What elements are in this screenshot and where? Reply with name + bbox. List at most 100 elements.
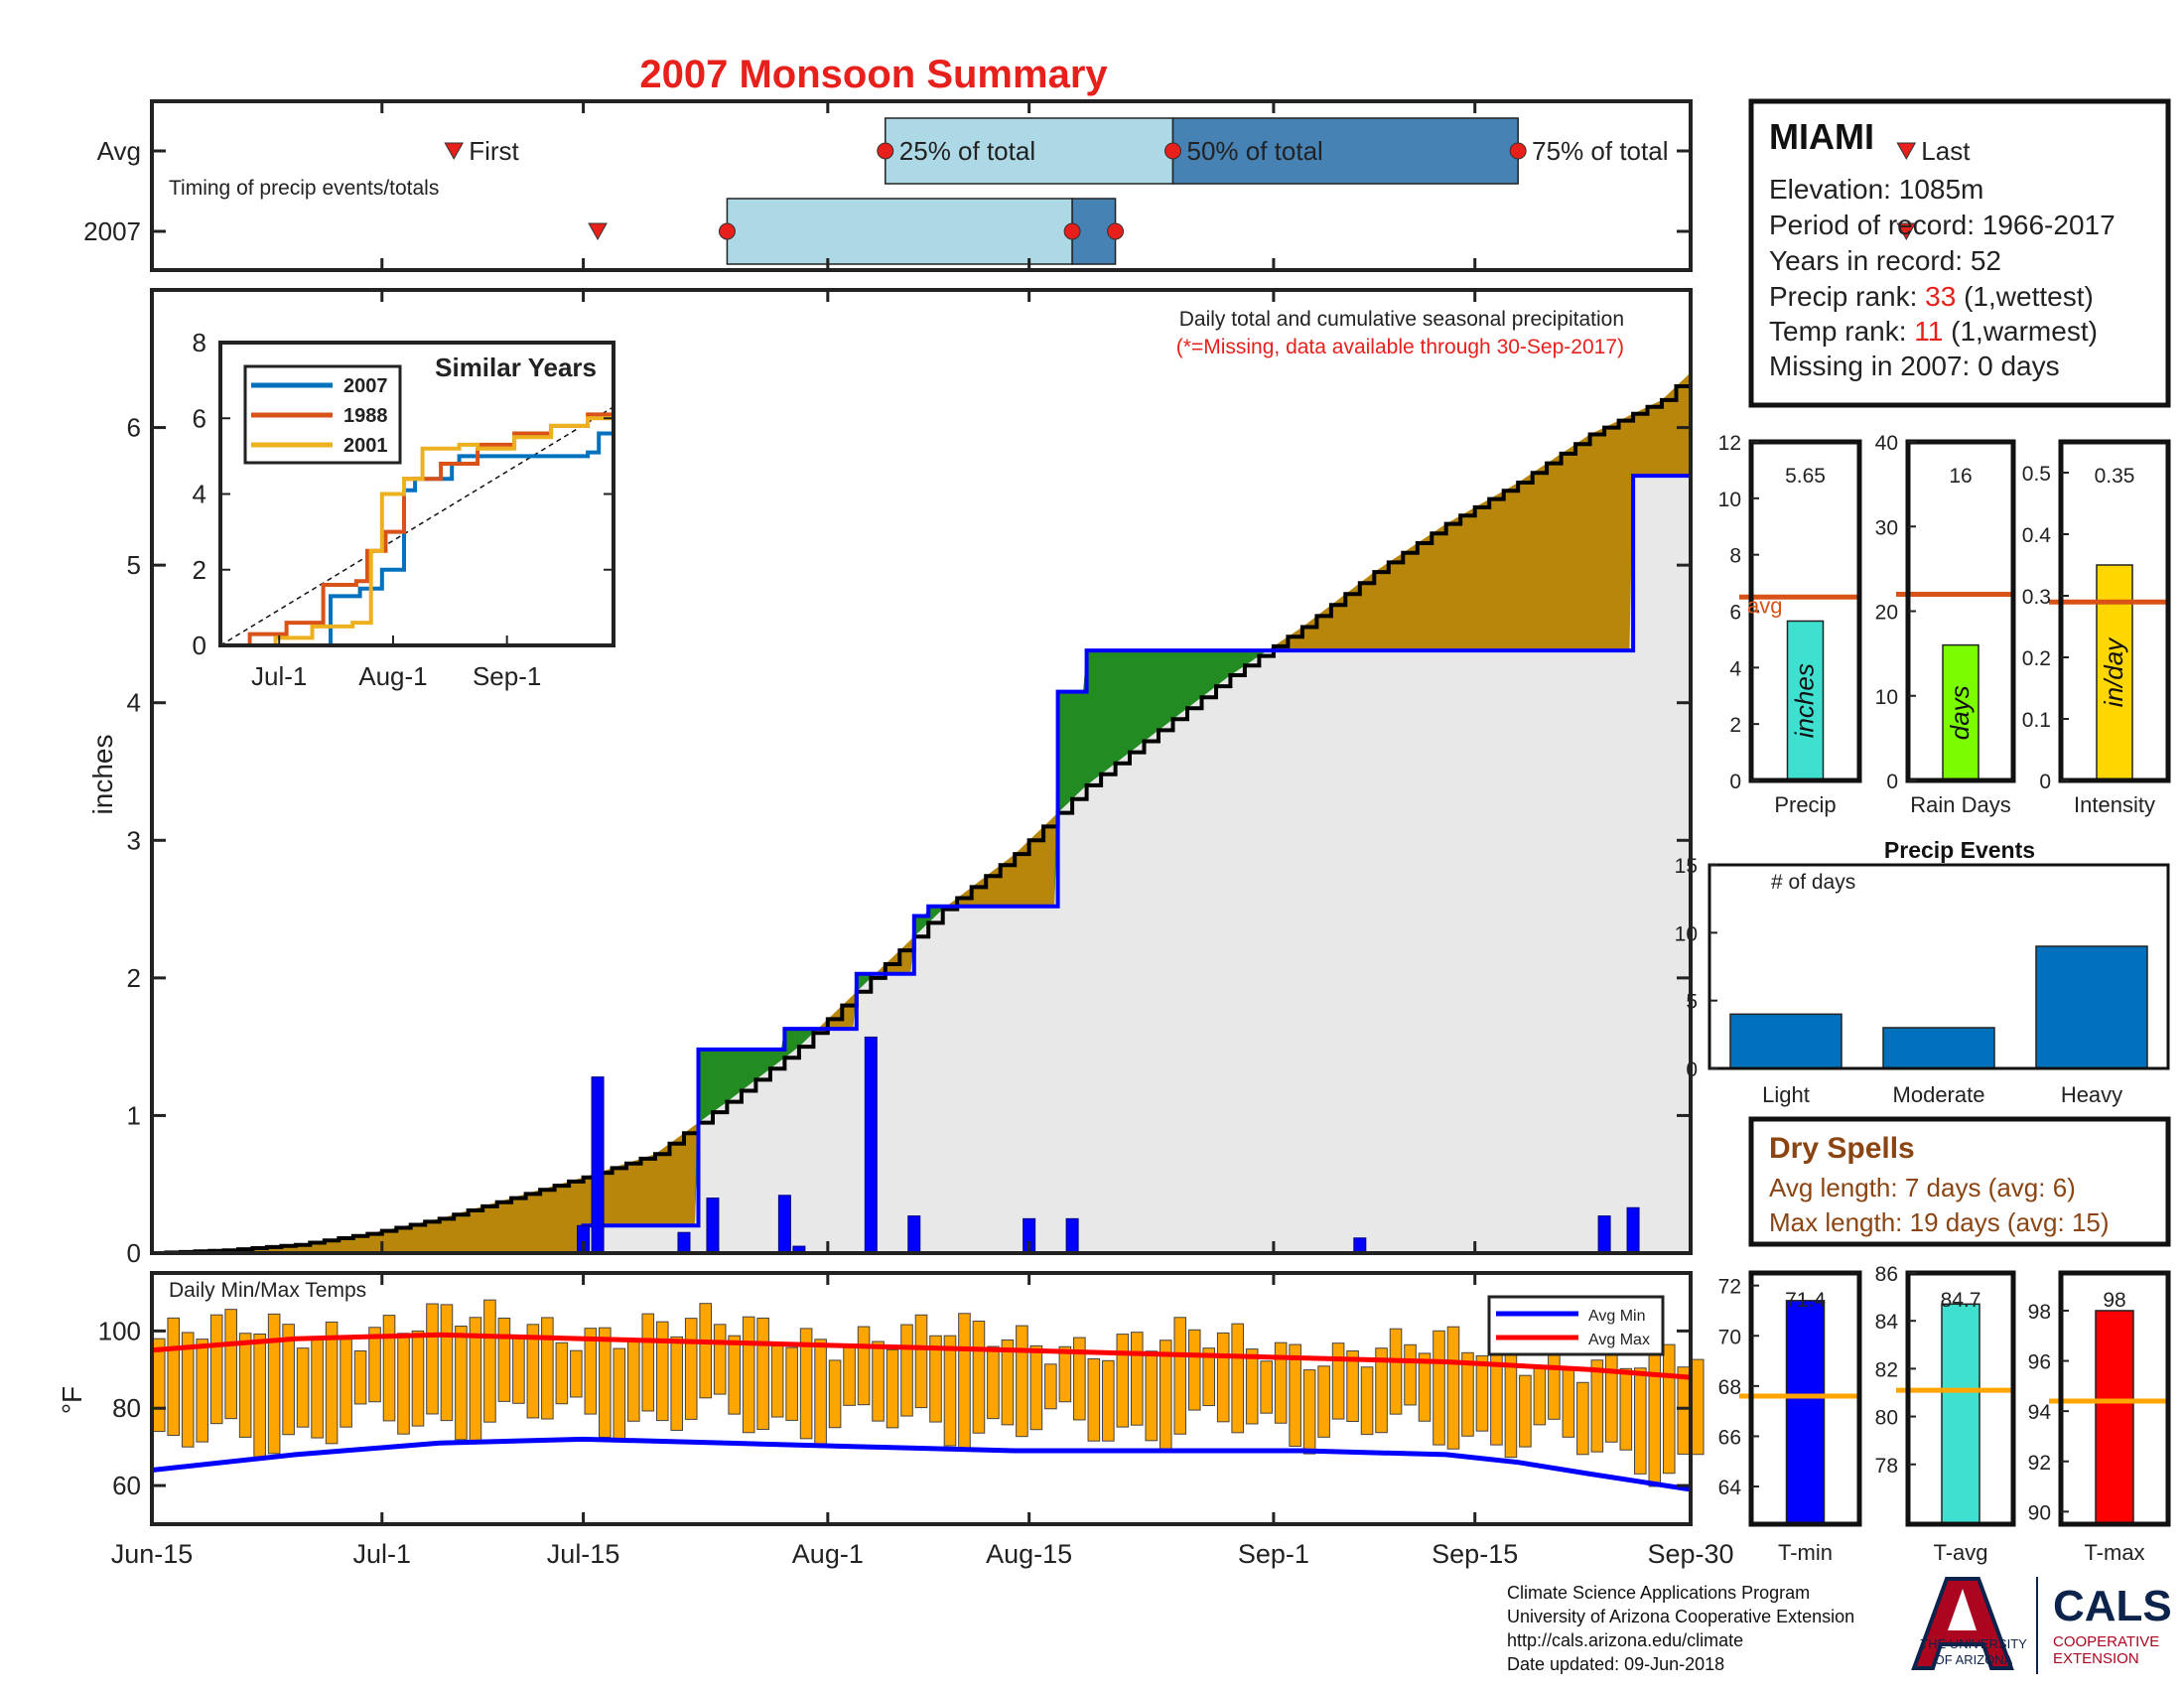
avg-max-temp-line bbox=[151, 1332, 1692, 1380]
summary-t-min-bar bbox=[1785, 1300, 1826, 1525]
daily-temp-bar bbox=[152, 1338, 166, 1433]
daily-temp-bar bbox=[641, 1313, 655, 1412]
daily-temp-bar bbox=[785, 1346, 798, 1421]
daily-temp-bar bbox=[814, 1339, 827, 1447]
daily-temp-bar bbox=[1418, 1352, 1432, 1422]
daily-temp-bar bbox=[455, 1326, 468, 1441]
summary-precip-value-label: 5.65 bbox=[1785, 465, 1826, 488]
summary-t-avg-frame bbox=[1905, 1270, 2016, 1527]
daily-temp-bar bbox=[181, 1332, 195, 1448]
temp-rank-suffix: (1,warmest) bbox=[1943, 316, 2098, 347]
precip-events-title: Precip Events bbox=[1884, 837, 2035, 863]
summary-precip-y-tick-label: 2 bbox=[1729, 714, 1741, 737]
avg-cumulative-line bbox=[152, 372, 1693, 1255]
x-tick-label: Sep-30 bbox=[1647, 1539, 1733, 1569]
daily-temp-bar bbox=[958, 1313, 971, 1452]
daily-temp-bar bbox=[167, 1317, 181, 1437]
daily-temp-bar bbox=[1677, 1366, 1691, 1455]
summary-rain-days-bar bbox=[1942, 643, 1979, 781]
summary-t-avg-y-tick-label: 80 bbox=[1875, 1407, 1898, 1430]
summary-rain-days-value-label: 16 bbox=[1949, 465, 1972, 488]
year-75-marker bbox=[1107, 222, 1125, 240]
daily-precip-bar bbox=[706, 1198, 720, 1254]
timing-row-label-year: 2007 bbox=[83, 216, 141, 246]
daily-temp-bar bbox=[828, 1359, 842, 1429]
summary-t-max-y-tick-label: 98 bbox=[2028, 1301, 2051, 1324]
daily-temp-bar bbox=[541, 1317, 554, 1420]
temps-legend-box bbox=[1487, 1295, 1665, 1356]
daily-temp-bar bbox=[987, 1345, 1000, 1420]
summary-precip-category-label: Precip bbox=[1774, 792, 1836, 817]
daily-temp-bar bbox=[368, 1327, 381, 1403]
precip-missing-note: (*=Missing, data available through 30-Se… bbox=[1176, 336, 1624, 358]
precip-panel-frame bbox=[150, 288, 1693, 1255]
avg-25-marker bbox=[877, 142, 894, 160]
dry-spells-title: Dry Spells bbox=[1769, 1132, 1915, 1165]
precip-event-category-light: Light bbox=[1762, 1082, 1810, 1107]
summary-intensity-frame bbox=[2058, 439, 2171, 783]
precip-events-frame bbox=[1707, 863, 2170, 1070]
daily-temp-bar bbox=[1029, 1344, 1043, 1431]
timing-note: Timing of precip events/totals bbox=[169, 177, 439, 200]
summary-t-min-value-label: 71.4 bbox=[1785, 1289, 1826, 1312]
daily-temp-bar bbox=[224, 1309, 237, 1420]
daily-temp-bar bbox=[1116, 1334, 1130, 1428]
station-years: Years in record: 52 bbox=[1769, 245, 2001, 276]
daily-temp-bar bbox=[943, 1335, 957, 1447]
precip-events-y-tick-label: 5 bbox=[1686, 991, 1698, 1014]
summary-t-min-frame bbox=[1748, 1270, 1862, 1527]
daily-temp-bar bbox=[1317, 1365, 1330, 1438]
daily-temp-bar bbox=[497, 1317, 511, 1402]
daily-temp-bar bbox=[526, 1324, 540, 1419]
precip-event-bar-moderate bbox=[1882, 1027, 1995, 1069]
summary-t-min-category-label: T-min bbox=[1778, 1540, 1833, 1565]
timing-panel-frame bbox=[150, 99, 1693, 272]
daily-temp-bar bbox=[1216, 1332, 1230, 1423]
similar-y-tick-label: 6 bbox=[193, 403, 206, 433]
avg-50-marker bbox=[1164, 142, 1182, 160]
page-title: 2007 Monsoon Summary bbox=[639, 53, 1108, 96]
similar-y-tick-label: 8 bbox=[193, 328, 206, 357]
daily-temp-bar bbox=[325, 1321, 339, 1445]
daily-temp-bar bbox=[1548, 1350, 1561, 1420]
daily-temp-bar bbox=[699, 1303, 713, 1399]
dry-spells-avg: Avg length: 7 days (avg: 6) bbox=[1769, 1173, 2076, 1202]
similar-legend-label-2001: 2001 bbox=[343, 435, 388, 457]
daily-temp-bar bbox=[1073, 1337, 1086, 1421]
summary-intensity-y-tick-label: 0.2 bbox=[2022, 647, 2051, 670]
year-50-marker bbox=[1063, 222, 1081, 240]
summary-precip-y-tick-label: 6 bbox=[1729, 602, 1741, 625]
summary-t-avg-value-label: 84.7 bbox=[1941, 1289, 1981, 1312]
ua-logo-text-line-2: OF ARIZONA bbox=[1935, 1652, 2013, 1667]
temps-y-axis-label: °F bbox=[57, 1386, 87, 1414]
daily-precip-bar bbox=[1597, 1215, 1611, 1254]
summary-rain-days-y-tick-label: 10 bbox=[1875, 686, 1898, 709]
footer-line-3: http://cals.arizona.edu/climate bbox=[1507, 1630, 1743, 1650]
precip-event-category-moderate: Moderate bbox=[1893, 1082, 1985, 1107]
station-elevation: Elevation: 1085m bbox=[1769, 174, 1983, 205]
footer-line-1: Climate Science Applications Program bbox=[1507, 1583, 1810, 1603]
summary-t-min-y-tick-label: 66 bbox=[1718, 1426, 1741, 1449]
summary-intensity-y-tick-label: 0.4 bbox=[2022, 524, 2052, 547]
similar-series-line-2001 bbox=[220, 414, 615, 647]
daily-temp-bar bbox=[1260, 1360, 1273, 1414]
daily-temp-bar bbox=[296, 1347, 310, 1428]
daily-temp-bar bbox=[857, 1326, 871, 1406]
ua-logo-text-line-1: THE UNIVERSITY bbox=[1920, 1636, 2027, 1651]
temps-panel-frame bbox=[150, 1271, 1693, 1526]
daily-temp-bar bbox=[1375, 1347, 1388, 1434]
summary-t-max-frame bbox=[2058, 1270, 2171, 1527]
daily-temp-bar bbox=[655, 1321, 669, 1422]
daily-temp-bar bbox=[713, 1324, 727, 1395]
daily-temp-bar bbox=[626, 1338, 640, 1422]
daily-temp-bar bbox=[196, 1339, 208, 1443]
summary-t-avg-y-tick-label: 86 bbox=[1875, 1263, 1898, 1286]
dry-spells-box bbox=[1748, 1116, 2171, 1247]
precip-rank-prefix: Precip rank: bbox=[1769, 281, 1925, 312]
year-timing-box-25-50 bbox=[726, 198, 1073, 265]
summary-t-max-value-label: 98 bbox=[2103, 1289, 2125, 1312]
daily-temp-bar bbox=[1533, 1366, 1547, 1426]
precip-y-tick-label: 3 bbox=[127, 825, 141, 855]
daily-temp-bar bbox=[512, 1338, 525, 1404]
